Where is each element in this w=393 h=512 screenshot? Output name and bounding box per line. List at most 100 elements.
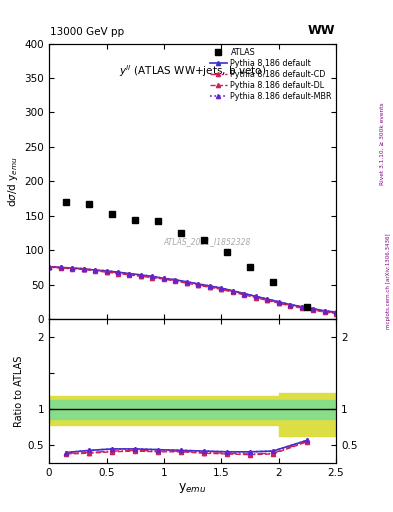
Pythia 8.186 default-MBR [127,270,132,276]
Line: ATLAS: ATLAS [63,199,310,310]
Line: Pythia 8.186 default: Pythia 8.186 default [47,265,338,314]
Pythia 8.186 default [116,269,120,275]
ATLAS [133,217,138,223]
Pythia 8.186 default-MBR [288,302,292,308]
Pythia 8.186 default-MBR [322,308,327,314]
Pythia 8.186 default-DL [162,276,166,282]
Pythia 8.186 default-MBR [116,269,120,275]
Pythia 8.186 default-DL [81,266,86,272]
Line: Pythia 8.186 default-DL: Pythia 8.186 default-DL [47,265,338,315]
Pythia 8.186 default-CD [139,272,143,279]
ATLAS [64,199,69,205]
Pythia 8.186 default-MBR [253,293,258,300]
Pythia 8.186 default-CD [104,268,109,274]
Pythia 8.186 default-MBR [104,268,109,274]
Text: mcplots.cern.ch [arXiv:1306.3436]: mcplots.cern.ch [arXiv:1306.3436] [386,234,391,329]
Pythia 8.186 default-MBR [334,309,338,315]
Pythia 8.186 default [173,276,178,283]
Pythia 8.186 default-MBR [58,264,63,270]
Pythia 8.186 default-CD [93,267,97,273]
Pythia 8.186 default [230,288,235,294]
Pythia 8.186 default-CD [47,264,51,270]
Pythia 8.186 default-DL [173,278,178,284]
Pythia 8.186 default [253,293,258,300]
Pythia 8.186 default-CD [230,288,235,294]
Pythia 8.186 default-DL [104,269,109,275]
Pythia 8.186 default-CD [127,271,132,278]
Pythia 8.186 default-MBR [276,298,281,305]
Text: WW: WW [307,24,335,37]
Pythia 8.186 default-MBR [162,275,166,282]
Pythia 8.186 default-CD [150,274,155,280]
ATLAS [248,264,252,270]
Pythia 8.186 default-MBR [184,279,189,285]
Pythia 8.186 default-DL [334,310,338,316]
Pythia 8.186 default-DL [47,264,51,270]
Pythia 8.186 default-DL [139,273,143,280]
Pythia 8.186 default-MBR [173,276,178,283]
Pythia 8.186 default-CD [70,265,74,271]
Pythia 8.186 default-DL [276,300,281,306]
Pythia 8.186 default [81,266,86,272]
Pythia 8.186 default [322,308,327,314]
ATLAS [270,279,275,285]
Pythia 8.186 default-MBR [93,267,97,273]
Pythia 8.186 default-CD [253,294,258,300]
Pythia 8.186 default-DL [70,266,74,272]
Pythia 8.186 default-DL [93,268,97,274]
Pythia 8.186 default-CD [299,304,304,310]
Pythia 8.186 default-CD [81,266,86,272]
Pythia 8.186 default-CD [173,278,178,284]
Y-axis label: d$\sigma$/d y$_{emu}$: d$\sigma$/d y$_{emu}$ [6,156,20,206]
Pythia 8.186 default-CD [288,302,292,308]
Pythia 8.186 default-CD [334,310,338,316]
Pythia 8.186 default-DL [242,292,246,298]
Pythia 8.186 default-DL [127,272,132,278]
Pythia 8.186 default-DL [208,284,212,290]
Pythia 8.186 default [265,296,270,302]
Pythia 8.186 default [219,285,224,291]
Pythia 8.186 default [311,306,316,312]
Pythia 8.186 default-MBR [208,283,212,289]
Pythia 8.186 default [288,302,292,308]
Pythia 8.186 default-DL [150,274,155,281]
Pythia 8.186 default [276,298,281,305]
Pythia 8.186 default-CD [219,286,224,292]
Pythia 8.186 default [299,304,304,310]
Pythia 8.186 default-MBR [139,272,143,278]
ATLAS [305,304,310,310]
Pythia 8.186 default [47,264,51,270]
Pythia 8.186 default-DL [116,270,120,276]
Pythia 8.186 default-CD [322,308,327,314]
Text: Rivet 3.1.10, ≥ 300k events: Rivet 3.1.10, ≥ 300k events [380,102,384,185]
Pythia 8.186 default-CD [208,284,212,290]
Pythia 8.186 default-MBR [242,290,246,296]
Pythia 8.186 default [127,270,132,276]
Pythia 8.186 default-DL [253,294,258,301]
Pythia 8.186 default [196,281,201,287]
ATLAS [156,218,160,224]
ATLAS [202,237,206,243]
Pythia 8.186 default [93,267,97,273]
Pythia 8.186 default-CD [116,270,120,276]
Pythia 8.186 default-MBR [70,265,74,271]
Text: $y^{ll}$ (ATLAS WW+jets, b veto): $y^{ll}$ (ATLAS WW+jets, b veto) [119,63,266,79]
Text: ATLAS_2021_I1852328: ATLAS_2021_I1852328 [163,238,251,246]
Pythia 8.186 default [162,275,166,282]
Line: Pythia 8.186 default-MBR: Pythia 8.186 default-MBR [47,265,338,314]
Pythia 8.186 default [150,273,155,280]
Pythia 8.186 default-MBR [311,306,316,312]
Line: Pythia 8.186 default-CD: Pythia 8.186 default-CD [47,265,338,315]
Text: 13000 GeV pp: 13000 GeV pp [50,27,125,37]
Pythia 8.186 default-DL [196,282,201,288]
Pythia 8.186 default [58,264,63,270]
Pythia 8.186 default-DL [184,280,189,286]
Pythia 8.186 default-MBR [196,281,201,287]
Legend: ATLAS, Pythia 8.186 default, Pythia 8.186 default-CD, Pythia 8.186 default-DL, P: ATLAS, Pythia 8.186 default, Pythia 8.18… [209,48,332,100]
Y-axis label: Ratio to ATLAS: Ratio to ATLAS [14,355,24,427]
Pythia 8.186 default-DL [58,265,63,271]
Pythia 8.186 default-MBR [299,304,304,310]
Pythia 8.186 default [242,290,246,296]
Pythia 8.186 default-DL [288,303,292,309]
Pythia 8.186 default [334,309,338,315]
